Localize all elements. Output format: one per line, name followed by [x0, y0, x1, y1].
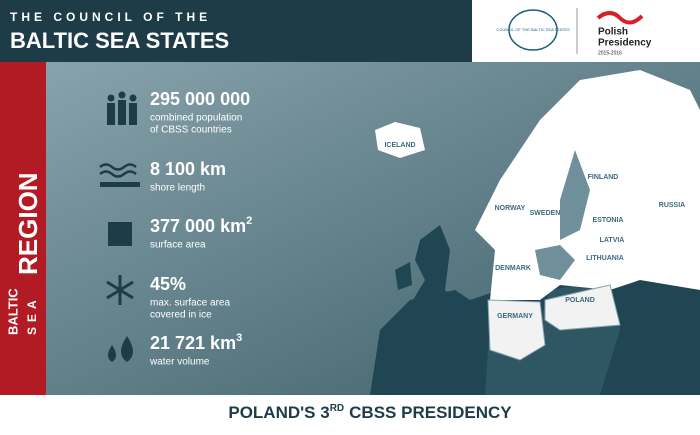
header-line2: BALTIC SEA STATES — [10, 28, 229, 53]
cbss-logo — [508, 9, 558, 51]
map-label: DENMARK — [495, 265, 531, 272]
presidency-text: Polish — [598, 27, 628, 38]
map-label: NORWAY — [495, 205, 526, 212]
header-bar — [0, 0, 472, 62]
stat-label: of CBSS countries — [150, 125, 232, 136]
stat-label: covered in ice — [150, 310, 212, 321]
stat-value: 21 721 km3 — [150, 332, 242, 353]
map-label: ICELAND — [384, 142, 415, 149]
map-label: RUSSIA — [659, 202, 685, 209]
stat-label: shore length — [150, 183, 205, 194]
sidebar-word: SEA — [25, 295, 39, 335]
stat-value: 8 100 km — [150, 159, 226, 179]
sidebar-word: REGION — [13, 172, 43, 275]
stat-sup: 2 — [246, 215, 252, 227]
footer-title: POLAND'S 3RD CBSS PRESIDENCY — [228, 403, 512, 423]
map-label: FINLAND — [588, 174, 619, 181]
stat-value-text: 8 100 km — [150, 159, 226, 179]
stat-value-text: 295 000 000 — [150, 89, 250, 109]
map-label: SWEDEN — [530, 210, 561, 217]
map — [370, 70, 700, 395]
stat-label: water volume — [149, 357, 210, 368]
stat-label: surface area — [150, 240, 206, 251]
stat-value-text: 45% — [150, 274, 186, 294]
stat-value: 45% — [150, 274, 186, 294]
stat-value-text: 377 000 km — [150, 216, 246, 236]
sidebar — [0, 62, 46, 395]
map-label: LITHUANIA — [586, 255, 624, 262]
map-label: GERMANY — [497, 313, 533, 320]
footer-sup: RD — [330, 403, 344, 414]
stat-value: 377 000 km2 — [150, 215, 252, 236]
map-label: LATVIA — [600, 237, 625, 244]
stat-value-text: 21 721 km — [150, 333, 236, 353]
logo-area — [472, 0, 700, 62]
presidency-years: 2015-2016 — [598, 50, 622, 56]
map-label: ESTONIA — [593, 217, 624, 224]
map-label: POLAND — [565, 297, 595, 304]
stat-label: max. surface area — [150, 298, 230, 309]
stat-value: 295 000 000 — [150, 89, 250, 109]
footer-text: POLAND'S 3 — [228, 403, 329, 422]
stat-label: combined population — [150, 113, 242, 124]
header-line1: THE COUNCIL OF THE — [10, 10, 211, 24]
footer-text: CBSS PRESIDENCY — [349, 403, 512, 422]
cbss-logo-text: COUNCIL OF THE BALTIC SEA STATES — [496, 27, 570, 32]
presidency-text: Presidency — [598, 38, 652, 49]
stat-sup: 3 — [236, 332, 242, 344]
sidebar-word: BALTIC — [5, 288, 20, 335]
footer — [46, 395, 700, 435]
presidency-logo — [596, 11, 644, 25]
icons — [99, 91, 140, 362]
